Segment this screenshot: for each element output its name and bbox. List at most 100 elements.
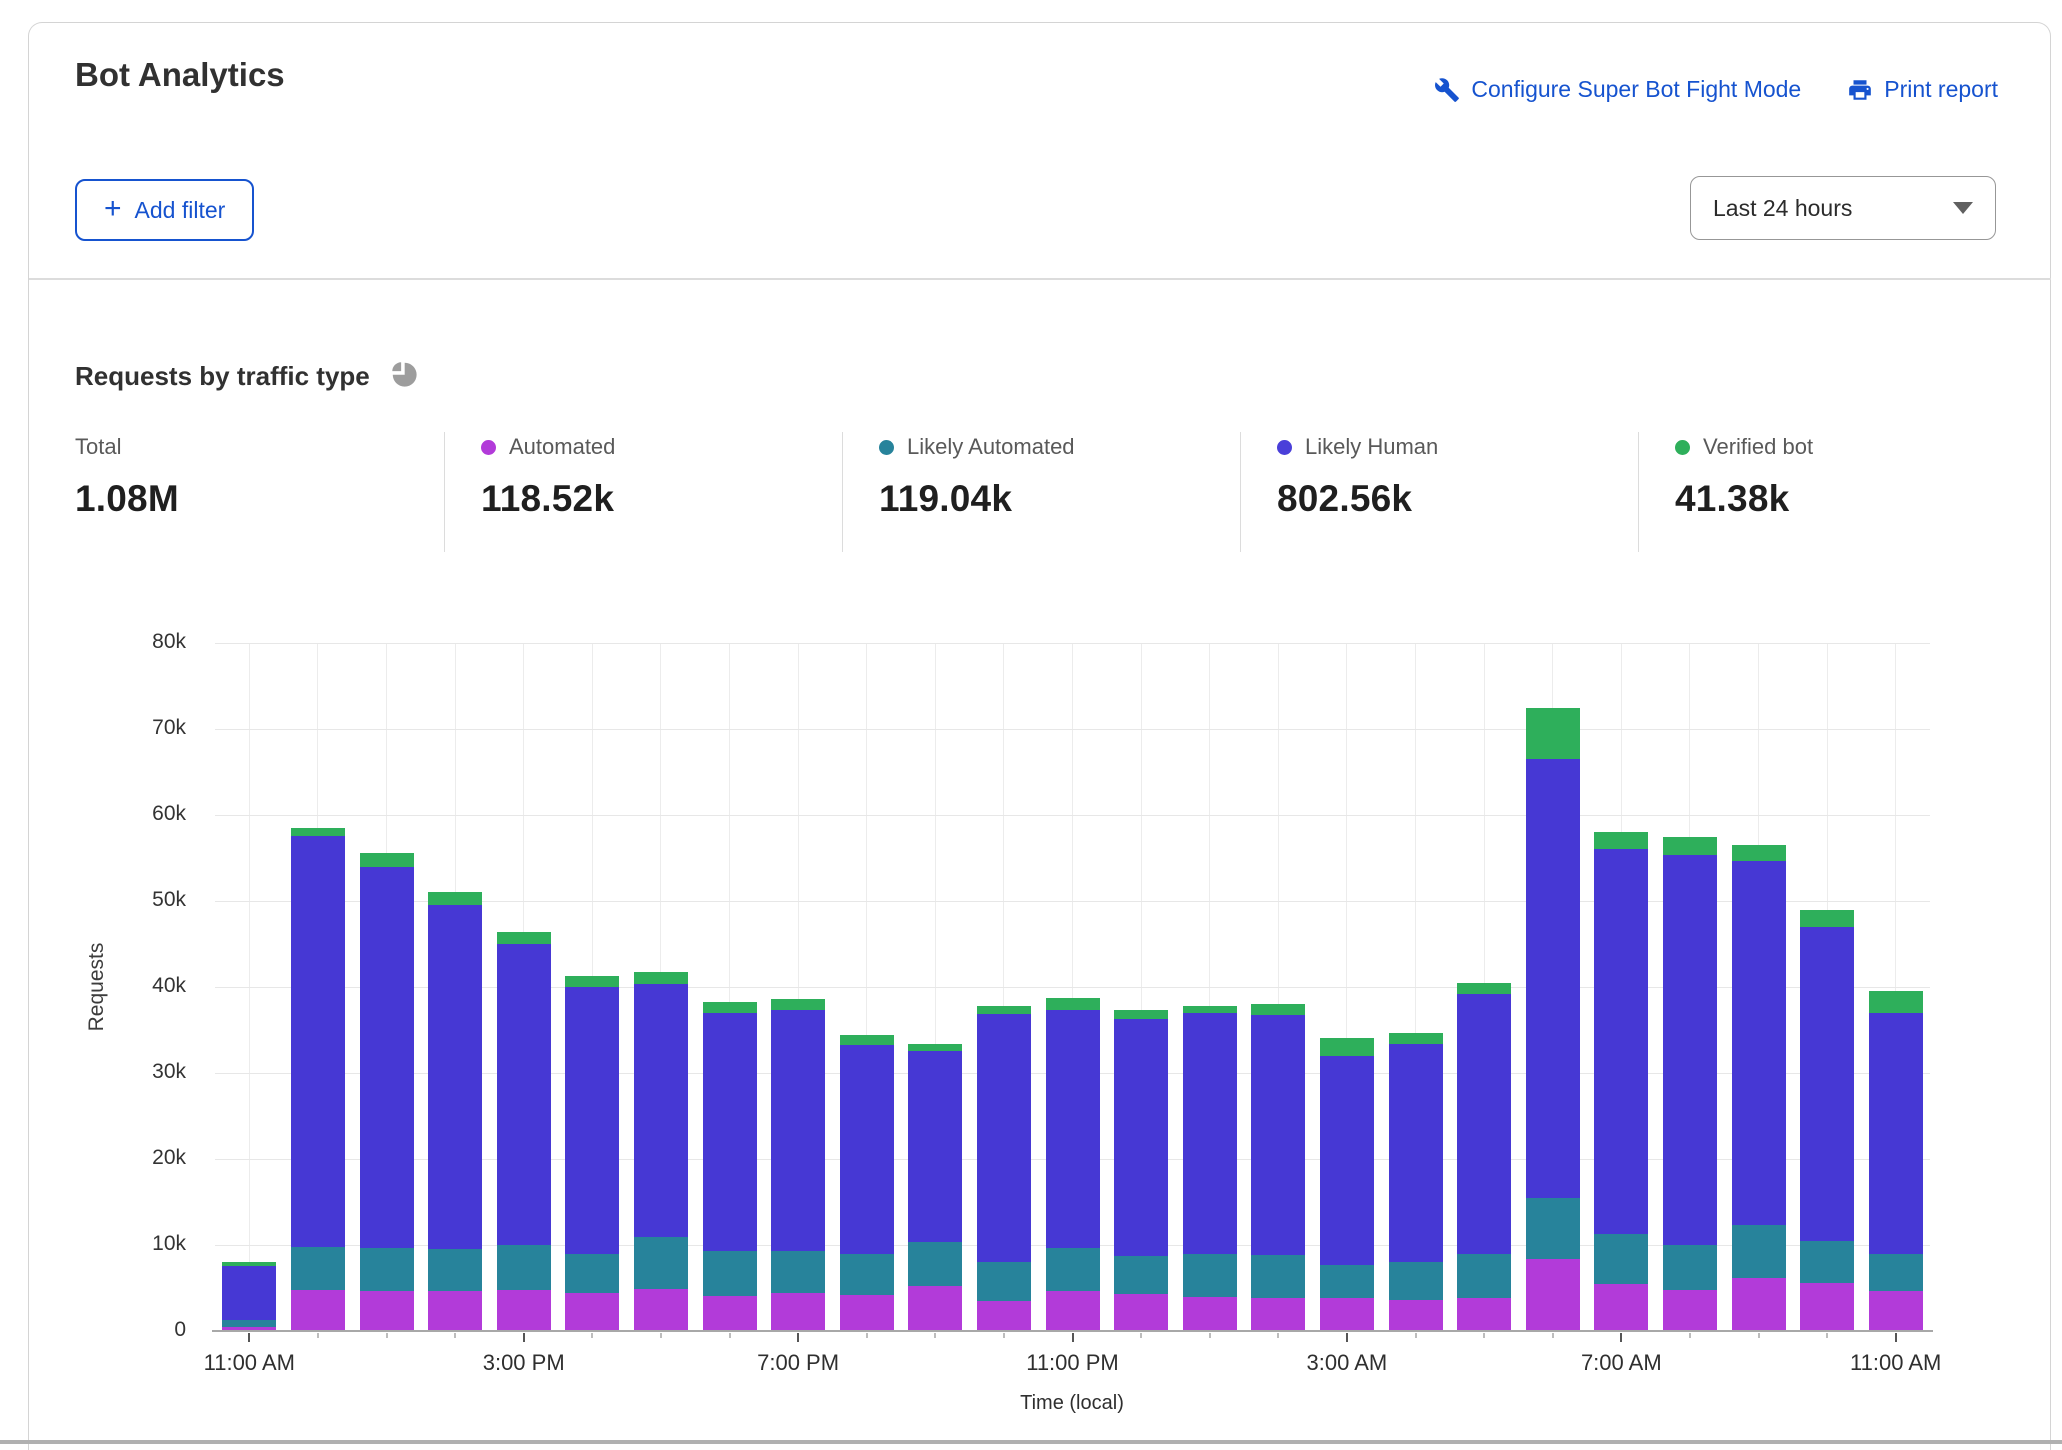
segment-likely-human — [1594, 849, 1648, 1233]
segment-automated — [1869, 1291, 1923, 1331]
bar-hour-13[interactable] — [1114, 1010, 1168, 1331]
chevron-down-icon — [1953, 202, 1973, 214]
x-axis-line — [212, 1330, 1933, 1332]
bottom-divider — [0, 1440, 2062, 1444]
y-tick-label: 20k — [96, 1146, 186, 1170]
segment-likely-human — [428, 905, 482, 1249]
segment-likely-automated — [1526, 1198, 1580, 1259]
stat-automated: Automated118.52k — [444, 432, 842, 552]
segment-likely-automated — [565, 1254, 619, 1294]
bar-hour-4[interactable] — [497, 932, 551, 1331]
segment-likely-human — [908, 1051, 962, 1241]
x-tick — [1277, 1333, 1279, 1338]
x-tick-label: 7:00 PM — [708, 1350, 888, 1376]
bar-hour-22[interactable] — [1732, 845, 1786, 1331]
bar-hour-12[interactable] — [1046, 998, 1100, 1331]
segment-likely-human — [360, 867, 414, 1248]
segment-likely-automated — [1320, 1265, 1374, 1299]
legend-dot — [481, 440, 496, 455]
bar-hour-2[interactable] — [360, 853, 414, 1331]
bar-hour-18[interactable] — [1457, 983, 1511, 1331]
bar-hour-24[interactable] — [1869, 991, 1923, 1331]
bar-hour-11[interactable] — [977, 1006, 1031, 1331]
segment-verified-bot — [428, 892, 482, 905]
bar-hour-15[interactable] — [1251, 1004, 1305, 1331]
x-tick — [1140, 1333, 1142, 1338]
segment-verified-bot — [634, 972, 688, 985]
bar-hour-14[interactable] — [1183, 1006, 1237, 1331]
segment-likely-human — [1046, 1010, 1100, 1247]
segment-likely-human — [291, 836, 345, 1246]
segment-verified-bot — [565, 976, 619, 987]
bar-hour-9[interactable] — [840, 1035, 894, 1331]
bar-hour-3[interactable] — [428, 892, 482, 1331]
x-tick — [1758, 1333, 1760, 1338]
printer-icon — [1847, 77, 1873, 103]
segment-verified-bot — [291, 828, 345, 837]
segment-automated — [291, 1290, 345, 1331]
segment-likely-human — [1320, 1056, 1374, 1265]
x-tick-label: 11:00 AM — [1806, 1350, 1986, 1376]
segment-automated — [977, 1301, 1031, 1331]
add-filter-button[interactable]: + Add filter — [75, 179, 254, 241]
bar-hour-6[interactable] — [634, 972, 688, 1332]
bar-hour-8[interactable] — [771, 999, 825, 1331]
x-tick — [1346, 1333, 1348, 1342]
bar-hour-10[interactable] — [908, 1044, 962, 1331]
x-tick — [454, 1333, 456, 1338]
segment-likely-automated — [1457, 1254, 1511, 1298]
x-tick-label: 3:00 AM — [1257, 1350, 1437, 1376]
page-title: Bot Analytics — [75, 56, 285, 94]
segment-verified-bot — [497, 932, 551, 944]
bar-hour-20[interactable] — [1594, 832, 1648, 1331]
segment-automated — [1732, 1278, 1786, 1331]
x-tick — [729, 1333, 731, 1338]
stat-likely-human: Likely Human802.56k — [1240, 432, 1638, 552]
bar-hour-17[interactable] — [1389, 1033, 1443, 1331]
bar-hour-7[interactable] — [703, 1002, 757, 1331]
h-gridline — [215, 815, 1930, 816]
x-tick-label: 3:00 PM — [434, 1350, 614, 1376]
segment-likely-automated — [222, 1320, 276, 1328]
segment-verified-bot — [1526, 708, 1580, 759]
print-link-label: Print report — [1884, 76, 1998, 103]
segment-automated — [1183, 1297, 1237, 1331]
section-title-row: Requests by traffic type — [75, 358, 419, 394]
segment-automated — [1663, 1290, 1717, 1331]
segment-likely-human — [703, 1013, 757, 1251]
stat-value: 1.08M — [75, 478, 444, 520]
y-tick-label: 30k — [96, 1060, 186, 1084]
segment-likely-automated — [1389, 1262, 1443, 1300]
segment-likely-automated — [977, 1262, 1031, 1301]
segment-likely-automated — [771, 1251, 825, 1293]
legend-dot — [1277, 440, 1292, 455]
segment-automated — [1046, 1291, 1100, 1331]
segment-likely-automated — [1183, 1254, 1237, 1296]
segment-likely-human — [1663, 855, 1717, 1245]
time-range-dropdown[interactable]: Last 24 hours — [1690, 176, 1996, 240]
stat-value: 802.56k — [1277, 478, 1638, 520]
x-tick — [523, 1333, 525, 1342]
segment-likely-automated — [1046, 1248, 1100, 1291]
segment-automated — [497, 1290, 551, 1331]
segment-likely-human — [565, 987, 619, 1254]
bar-hour-21[interactable] — [1663, 837, 1717, 1331]
segment-likely-human — [1869, 1013, 1923, 1254]
bar-hour-5[interactable] — [565, 976, 619, 1331]
bar-hour-1[interactable] — [291, 828, 345, 1331]
segment-likely-human — [1389, 1044, 1443, 1262]
segment-automated — [908, 1286, 962, 1331]
bar-hour-19[interactable] — [1526, 708, 1580, 1331]
print-report-link[interactable]: Print report — [1847, 76, 1998, 103]
y-tick-label: 80k — [96, 630, 186, 654]
bar-hour-16[interactable] — [1320, 1038, 1374, 1331]
header-divider — [29, 278, 2051, 280]
segment-verified-bot — [1320, 1038, 1374, 1056]
x-tick — [1689, 1333, 1691, 1338]
section-title: Requests by traffic type — [75, 361, 370, 392]
bar-hour-0[interactable] — [222, 1262, 276, 1331]
segment-likely-human — [1114, 1019, 1168, 1256]
bar-hour-23[interactable] — [1800, 910, 1854, 1331]
segment-automated — [1526, 1259, 1580, 1331]
configure-super-bot-fight-mode-link[interactable]: Configure Super Bot Fight Mode — [1434, 76, 1801, 103]
